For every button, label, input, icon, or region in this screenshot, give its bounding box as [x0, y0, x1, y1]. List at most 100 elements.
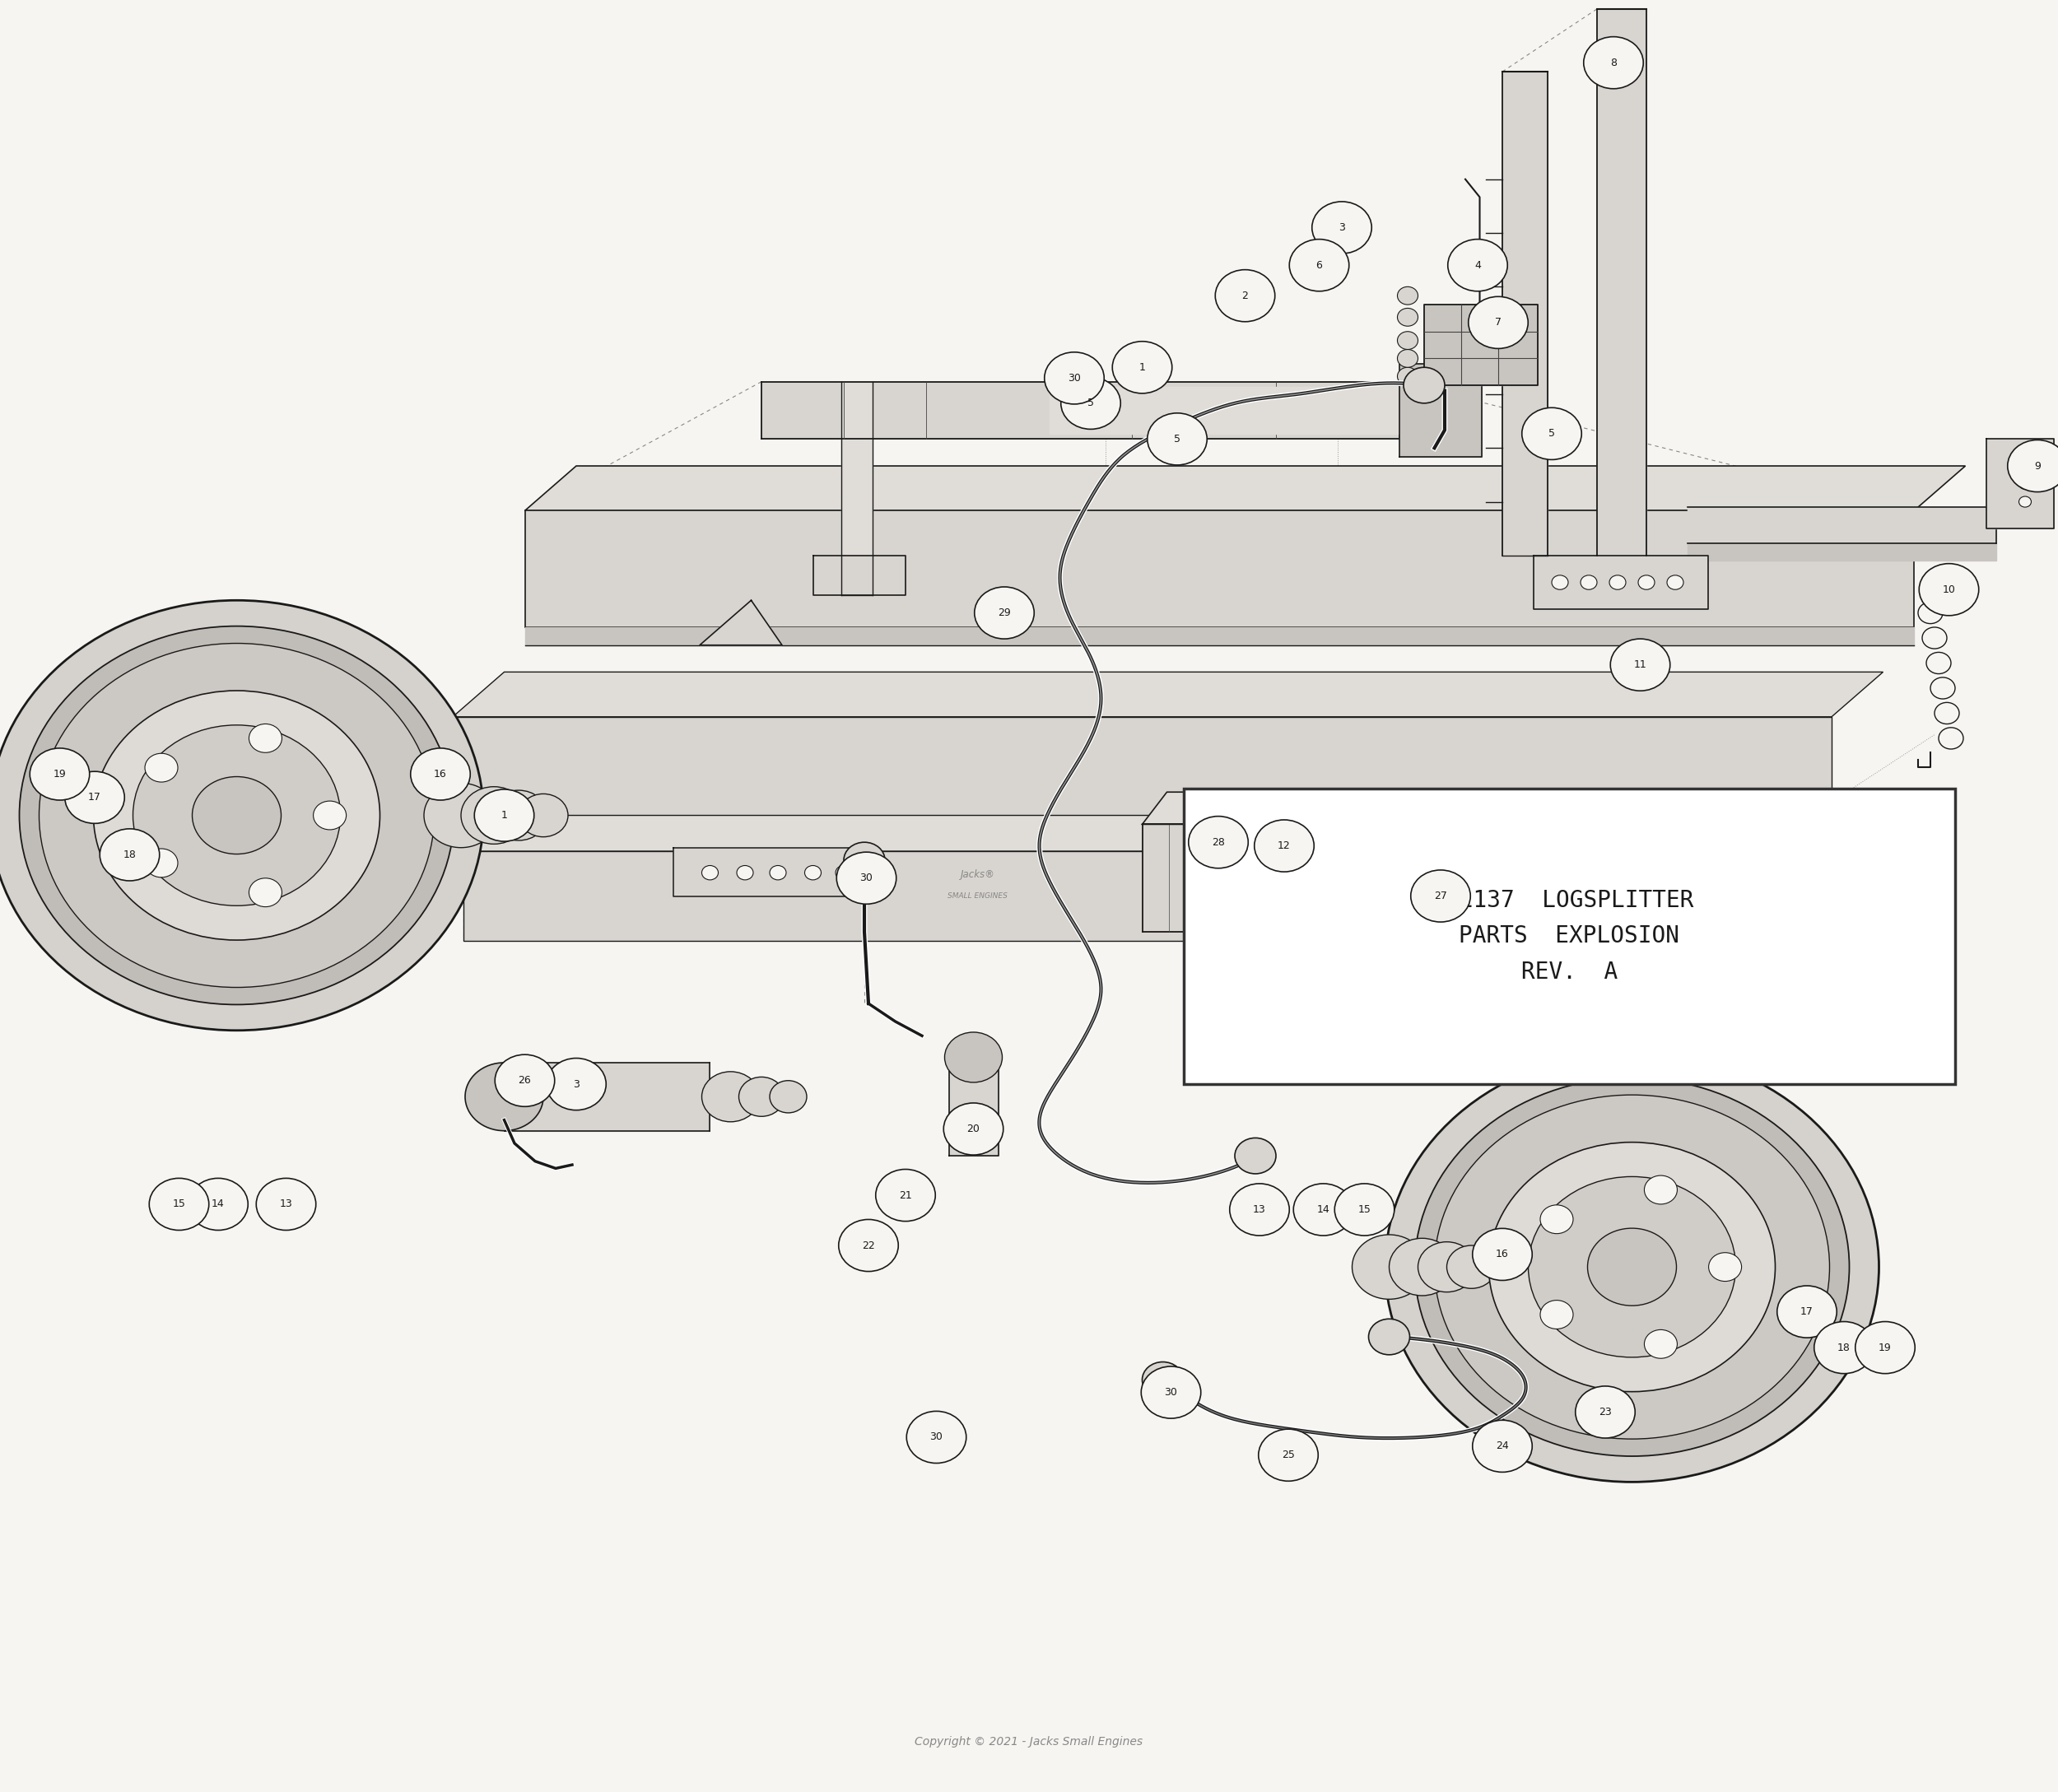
Circle shape: [975, 588, 1035, 638]
Text: 21: 21: [899, 1190, 912, 1201]
Circle shape: [1587, 1228, 1677, 1306]
Polygon shape: [842, 382, 873, 595]
Text: 12: 12: [1278, 840, 1290, 851]
Circle shape: [66, 771, 126, 823]
Polygon shape: [673, 848, 864, 896]
Circle shape: [836, 866, 852, 880]
FancyBboxPatch shape: [1183, 788, 1955, 1084]
Circle shape: [1539, 1204, 1572, 1233]
Circle shape: [1474, 1419, 1531, 1473]
Text: 30: 30: [860, 873, 873, 883]
Circle shape: [1644, 1330, 1677, 1358]
Circle shape: [191, 776, 282, 855]
Text: 4: 4: [1474, 260, 1482, 271]
Polygon shape: [463, 815, 1811, 851]
Polygon shape: [1986, 439, 2054, 529]
Circle shape: [1062, 378, 1120, 428]
Text: 25: 25: [1282, 1450, 1294, 1460]
Circle shape: [1638, 575, 1655, 590]
Text: 29: 29: [998, 607, 1010, 618]
Text: 16: 16: [434, 769, 447, 780]
Polygon shape: [949, 1057, 998, 1156]
Circle shape: [1412, 871, 1469, 921]
Polygon shape: [453, 672, 1883, 717]
Circle shape: [1609, 575, 1626, 590]
Text: 13: 13: [280, 1199, 292, 1210]
Circle shape: [1235, 1138, 1276, 1174]
Polygon shape: [1688, 543, 1996, 561]
Circle shape: [702, 866, 718, 880]
Circle shape: [1146, 414, 1206, 464]
Circle shape: [737, 866, 753, 880]
Text: 14: 14: [212, 1199, 224, 1210]
Polygon shape: [700, 600, 782, 645]
Circle shape: [249, 878, 282, 907]
Circle shape: [496, 1054, 556, 1106]
Polygon shape: [761, 382, 1399, 439]
Circle shape: [134, 726, 340, 905]
Text: SMALL ENGINES: SMALL ENGINES: [947, 892, 1008, 900]
Text: 9: 9: [2033, 461, 2042, 471]
Circle shape: [1397, 349, 1418, 367]
Circle shape: [2019, 496, 2031, 507]
Text: 26: 26: [519, 1075, 531, 1086]
Circle shape: [1313, 202, 1371, 254]
Circle shape: [1918, 563, 1980, 616]
Text: 17: 17: [88, 792, 101, 803]
Polygon shape: [1050, 387, 1399, 434]
Text: 8: 8: [1609, 57, 1618, 68]
Polygon shape: [1399, 364, 1482, 457]
Text: 20: 20: [967, 1124, 980, 1134]
Polygon shape: [1597, 9, 1646, 556]
Circle shape: [1856, 1321, 1914, 1373]
Text: 14: 14: [1317, 1204, 1329, 1215]
Text: 15: 15: [1358, 1204, 1371, 1215]
Text: 6: 6: [1315, 260, 1323, 271]
Circle shape: [461, 787, 527, 844]
Text: 3: 3: [1338, 222, 1346, 233]
Circle shape: [1113, 340, 1173, 392]
Circle shape: [943, 1102, 1004, 1156]
Circle shape: [1552, 575, 1568, 590]
Circle shape: [19, 625, 455, 1005]
Circle shape: [1140, 1366, 1202, 1419]
Circle shape: [490, 790, 547, 840]
Circle shape: [1708, 1253, 1741, 1281]
Circle shape: [1288, 240, 1350, 290]
Circle shape: [1259, 1430, 1319, 1480]
Circle shape: [547, 1057, 607, 1109]
Circle shape: [1611, 640, 1671, 690]
Circle shape: [770, 866, 786, 880]
Text: 11: 11: [1634, 659, 1646, 670]
Text: 7: 7: [1494, 317, 1502, 328]
Circle shape: [424, 783, 498, 848]
Text: 5: 5: [1548, 428, 1556, 439]
Text: 18: 18: [123, 849, 136, 860]
Polygon shape: [1688, 507, 1996, 543]
Circle shape: [1397, 287, 1418, 305]
Text: 19: 19: [54, 769, 66, 780]
Polygon shape: [813, 556, 906, 595]
Circle shape: [1644, 1176, 1677, 1204]
Circle shape: [1418, 1242, 1476, 1292]
Circle shape: [99, 828, 161, 882]
Circle shape: [1045, 351, 1103, 403]
Circle shape: [1214, 271, 1276, 323]
Polygon shape: [525, 466, 1965, 511]
Circle shape: [1231, 1183, 1288, 1236]
Circle shape: [1529, 1177, 1735, 1357]
Circle shape: [1434, 1095, 1830, 1439]
Circle shape: [1397, 367, 1418, 385]
Polygon shape: [1424, 305, 1537, 385]
Circle shape: [1385, 1052, 1879, 1482]
Circle shape: [840, 1219, 897, 1272]
Text: 5: 5: [1087, 398, 1095, 409]
Circle shape: [0, 600, 484, 1030]
Circle shape: [1190, 817, 1247, 867]
Circle shape: [144, 849, 177, 878]
Text: 18: 18: [1838, 1342, 1850, 1353]
Circle shape: [739, 1077, 784, 1116]
Text: #1137  LOGSPLITTER
PARTS  EXPLOSION
REV.  A: #1137 LOGSPLITTER PARTS EXPLOSION REV. A: [1445, 889, 1694, 984]
Circle shape: [1447, 1245, 1496, 1288]
Circle shape: [702, 1072, 759, 1122]
